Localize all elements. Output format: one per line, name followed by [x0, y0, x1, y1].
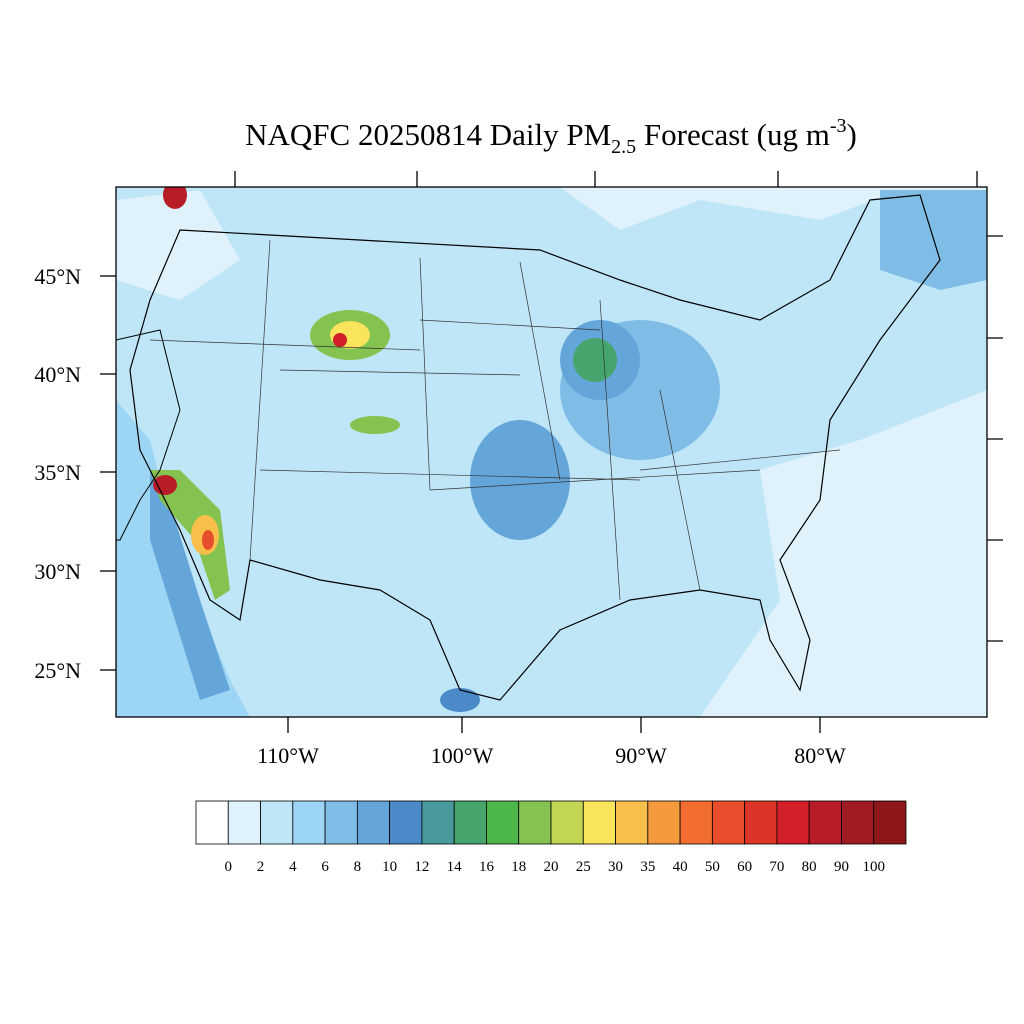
colorbar-label: 30	[608, 859, 623, 875]
colorbar-label: 10	[382, 859, 397, 875]
field-patch	[440, 688, 480, 712]
colorbar-box	[808, 800, 842, 845]
field-patch	[116, 190, 240, 300]
colorbar-box	[518, 800, 552, 845]
country-outline	[129, 194, 941, 701]
field-patch	[150, 470, 230, 700]
colorbar-label: 8	[354, 859, 362, 875]
field-patch	[163, 187, 187, 209]
lat-label: 25°N	[34, 658, 81, 683]
map-frame	[115, 186, 988, 718]
colorbar-label: 20	[544, 859, 559, 875]
colorbar-box	[260, 800, 294, 845]
colorbar-label: 0	[225, 859, 233, 875]
colorbar-box	[873, 800, 907, 845]
colorbar-label: 90	[834, 859, 849, 875]
field-patch	[560, 187, 987, 230]
title-superscript: -3	[830, 115, 847, 137]
lon-label: 80°W	[794, 743, 846, 768]
colorbar-box	[615, 800, 649, 845]
field-patch	[153, 475, 177, 495]
colorbar-box	[744, 800, 778, 845]
colorbar-box	[582, 800, 616, 845]
colorbar-box	[711, 800, 746, 845]
title-end: )	[847, 117, 857, 152]
colorbar-label: 40	[673, 859, 688, 875]
colorbar-box	[679, 800, 713, 845]
lat-label: 40°N	[34, 362, 81, 387]
lat-label: 45°N	[34, 264, 81, 289]
colorbar-label: 50	[705, 859, 720, 875]
colorbar-box	[647, 800, 681, 845]
colorbar-label: 4	[289, 859, 297, 875]
state-borders	[149, 239, 841, 601]
colorbar-label: 25	[576, 859, 591, 875]
lon-label: 100°W	[431, 743, 494, 768]
colorbar-label: 2	[257, 859, 265, 875]
field-patch	[470, 420, 570, 540]
field-patch	[202, 530, 214, 550]
title-rest: Forecast (ug m	[636, 117, 830, 152]
colorbar-box	[421, 800, 455, 845]
axis-labels: 45°N 40°N 35°N 30°N 25°N 110°W 100°W 90°W 80°W	[34, 264, 846, 768]
colorbar-label: 16	[479, 859, 495, 875]
lat-label: 30°N	[34, 559, 81, 584]
colorbar-box	[389, 800, 423, 845]
colorbar-label: 70	[769, 859, 784, 875]
field-patch	[333, 333, 347, 347]
colorbar-box	[356, 800, 391, 845]
frame-ticks	[234, 171, 1003, 642]
colorbar-label: 14	[447, 859, 463, 875]
colorbar-box	[292, 800, 326, 845]
field-patch	[700, 390, 987, 717]
field-patch	[116, 400, 250, 717]
colorbar-box	[776, 800, 810, 845]
colorbar-label: 18	[511, 859, 526, 875]
colorbar-box	[486, 800, 520, 845]
title-main: NAQFC 20250814 Daily PM	[245, 117, 611, 152]
field-patch	[573, 338, 617, 382]
colorbar-box	[227, 800, 261, 845]
colorbar-box	[195, 800, 229, 845]
title-subscript: 2.5	[611, 136, 636, 158]
coastline	[116, 329, 181, 541]
colorbar-box	[453, 800, 487, 845]
colorbar-label: 100	[862, 859, 885, 875]
colorbar-box	[550, 800, 584, 845]
colorbar-label: 35	[640, 859, 655, 875]
colorbar-label: 6	[321, 859, 329, 875]
lat-label: 35°N	[34, 460, 81, 485]
colorbar-label: 80	[802, 859, 817, 875]
lon-label: 90°W	[615, 743, 667, 768]
lon-label: 110°W	[257, 743, 319, 768]
map	[115, 171, 1003, 718]
field-patch	[350, 416, 400, 434]
colorbar-label: 12	[414, 859, 429, 875]
field-patch	[150, 470, 230, 600]
colorbar-box	[324, 800, 358, 845]
title: NAQFC 20250814 Daily PM2.5 Forecast (ug …	[245, 115, 857, 158]
colorbar-box	[841, 800, 875, 845]
colorbar: 0 2 4 6 8 10 12 14 16 18 20 25 30 35 40 50 60 70 80 90 100	[195, 800, 907, 875]
colorbar-label: 60	[737, 859, 752, 875]
